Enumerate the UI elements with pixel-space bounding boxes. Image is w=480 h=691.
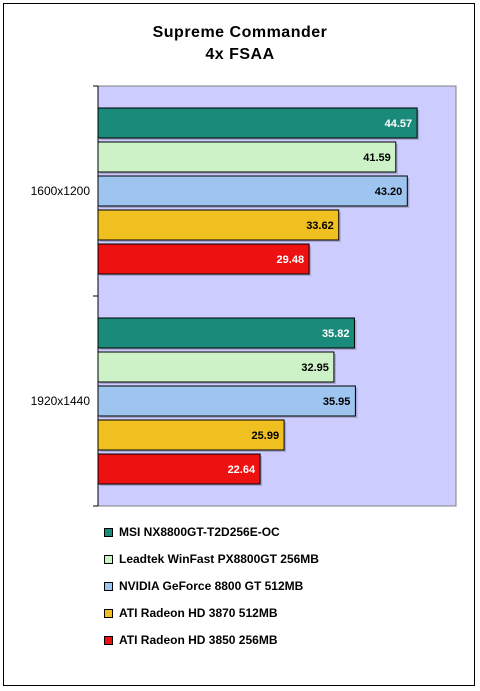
legend-swatch [104, 635, 113, 645]
bar [97, 453, 261, 485]
data-label: 22.64 [228, 464, 256, 476]
chart-subtitle: 4x FSAA [205, 46, 275, 63]
data-label: 35.82 [322, 328, 350, 340]
chart-title: Supreme Commander [152, 24, 328, 41]
data-label: 25.99 [252, 430, 280, 442]
legend-label: ATI Radeon HD 3850 256MB [119, 633, 278, 647]
legend-item: MSI NX8800GT-T2D256E-OC [104, 524, 280, 540]
y-tick-label: 1920x1440 [31, 394, 91, 408]
bar [97, 317, 355, 349]
legend-label: NVIDIA GeForce 8800 GT 512MB [119, 579, 304, 593]
bar [97, 351, 335, 383]
legend-swatch [104, 581, 113, 591]
legend-item: ATI Radeon HD 3870 512MB [104, 605, 278, 621]
legend-label: ATI Radeon HD 3870 512MB [119, 606, 278, 620]
data-label: 43.20 [375, 186, 403, 198]
bar [97, 107, 418, 139]
bar [97, 141, 397, 173]
legend-swatch [104, 554, 113, 564]
data-label: 41.59 [363, 152, 391, 164]
chart-legend: MSI NX8800GT-T2D256E-OC Leadtek WinFast P… [104, 520, 424, 680]
bar [97, 175, 408, 207]
bar-chart: 1600x1200 44.57 41.59 43.20 33.62 29.48 1920x1… [31, 85, 457, 507]
data-label: 44.57 [385, 118, 413, 130]
data-label: 29.48 [277, 254, 305, 266]
legend-label: Leadtek WinFast PX8800GT 256MB [119, 552, 319, 566]
bar [97, 385, 356, 417]
legend-item: NVIDIA GeForce 8800 GT 512MB [104, 578, 303, 594]
data-label: 33.62 [306, 220, 334, 232]
legend-item: ATI Radeon HD 3850 256MB [104, 632, 278, 648]
legend-label: MSI NX8800GT-T2D256E-OC [119, 525, 280, 539]
legend-item: Leadtek WinFast PX8800GT 256MB [104, 551, 319, 567]
data-label: 32.95 [301, 362, 329, 374]
bar [97, 419, 285, 451]
legend-swatch [104, 527, 113, 537]
legend-swatch [104, 608, 113, 618]
bar [97, 209, 340, 241]
data-label: 35.95 [323, 396, 351, 408]
bar [97, 243, 310, 275]
y-tick-label: 1600x1200 [31, 184, 91, 198]
